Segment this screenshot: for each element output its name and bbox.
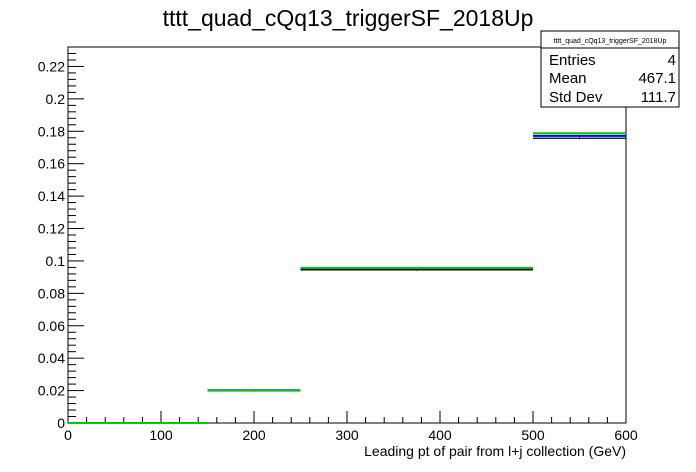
y-tick-label: 0 xyxy=(57,415,65,431)
y-tick-label: 0.14 xyxy=(38,188,65,204)
x-tick-label: 400 xyxy=(428,427,452,443)
chart-title: tttt_quad_cQq13_triggerSF_2018Up xyxy=(163,5,534,31)
x-tick-label: 500 xyxy=(521,427,545,443)
x-tick-label: 300 xyxy=(335,427,359,443)
stats-stddev-label: Std Dev xyxy=(549,89,603,106)
y-tick-label: 0.02 xyxy=(38,383,65,399)
y-axis: 0 0.02 0.04 0.06 0.08 0.1 0.12 0.14 0.16 0.18 0.2 0… xyxy=(38,46,84,431)
x-axis-label: Leading pt of pair from l+j collection (… xyxy=(364,443,626,459)
y-tick-label: 0.04 xyxy=(38,350,65,366)
histogram-series xyxy=(68,134,626,424)
stats-box: tttt_quad_cQq13_triggerSF_2018Up Entries… xyxy=(540,30,680,108)
series-layer xyxy=(68,132,626,424)
y-tick-label: 0.08 xyxy=(38,285,65,301)
stats-mean-value: 467.1 xyxy=(638,70,676,87)
y-tick-label: 0.2 xyxy=(46,91,66,107)
y-tick-label: 0.22 xyxy=(38,58,65,74)
y-tick-label: 0.1 xyxy=(46,253,66,269)
y-tick-label: 0.16 xyxy=(38,156,65,172)
stats-box-frame xyxy=(540,30,680,108)
histogram-series xyxy=(68,132,626,424)
histogram-series xyxy=(68,137,626,424)
stats-mean-label: Mean xyxy=(549,70,587,87)
stats-stddev-value: 111.7 xyxy=(641,89,676,106)
stats-box-name: tttt_quad_cQq13_triggerSF_2018Up xyxy=(554,38,667,45)
x-tick-label: 0 xyxy=(64,427,72,443)
stats-entries-label: Entries xyxy=(549,52,596,69)
y-tick-label: 0.18 xyxy=(38,123,65,139)
x-tick-label: 600 xyxy=(614,427,638,443)
x-tick-label: 100 xyxy=(149,427,173,443)
y-tick-label: 0.06 xyxy=(38,318,65,334)
y-tick-label: 0.12 xyxy=(38,221,65,237)
stats-entries-value: 4 xyxy=(668,52,676,69)
x-tick-label: 200 xyxy=(242,427,266,443)
x-axis: 0 100 200 300 400 500 600 xyxy=(64,411,638,443)
